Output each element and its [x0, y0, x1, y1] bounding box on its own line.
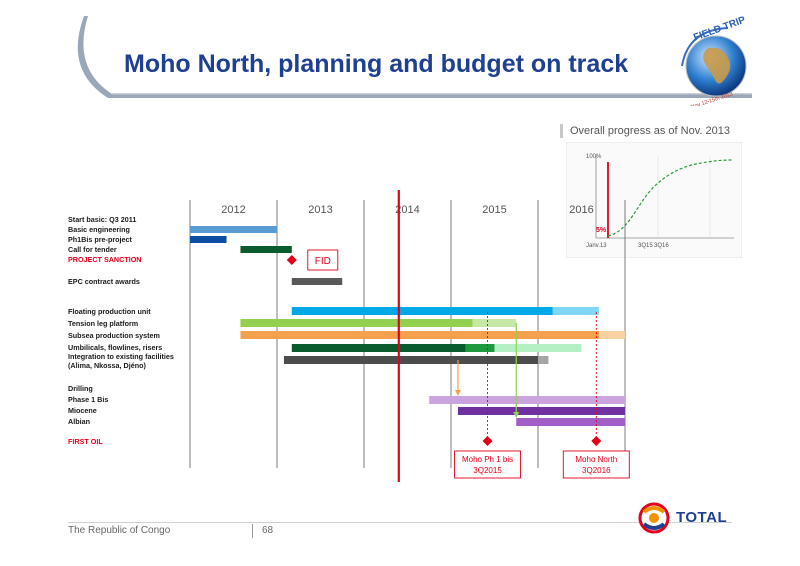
inset-y-top-label: 100% — [586, 154, 602, 160]
title-swoosh — [77, 16, 752, 98]
field-trip-globe-icon: FIELD TRIP Nov 12-15th 2013 — [681, 16, 747, 106]
gantt-bar — [552, 307, 599, 315]
gantt-bar — [283, 356, 538, 364]
inset-x-label-1: 3Q15 — [638, 243, 653, 249]
row-label: Basic engineering — [68, 225, 130, 234]
row-label: Miocene — [68, 406, 97, 415]
milestone-diamond — [482, 436, 493, 446]
year-label: 2013 — [308, 204, 332, 216]
progress-inset-chart: 100% 5% Janv.13 3Q15 3Q16 — [566, 142, 742, 258]
year-label: 2012 — [221, 204, 245, 216]
progress-label: Overall progress as of Nov. 2013 — [570, 125, 730, 137]
gantt-bar — [472, 319, 517, 327]
gantt-bar — [465, 344, 495, 352]
page-number: 68 — [262, 525, 274, 536]
year-label: 2014 — [395, 204, 419, 216]
milestone-date: 3Q2016 — [582, 466, 611, 475]
row-label: Umbilicals, flowlines, risers — [68, 343, 163, 352]
inset-x-label-2: 3Q16 — [654, 243, 669, 249]
gantt-bar — [291, 307, 553, 315]
row-label: Tension leg platform — [68, 319, 139, 328]
footer-separator — [252, 524, 253, 538]
row-label: Drilling — [68, 384, 93, 393]
milestone-box — [562, 450, 630, 479]
gantt-bar — [190, 236, 227, 243]
arrow-head — [513, 412, 520, 418]
progress-label-marker — [560, 124, 563, 138]
gantt-bar — [457, 407, 625, 415]
gantt-bar — [291, 344, 466, 352]
milestone-diamond — [591, 436, 602, 446]
fid-label: FID — [315, 256, 331, 267]
row-label: Ph1Bis pre-project — [68, 235, 132, 244]
row-label: Subsea production system — [68, 331, 160, 340]
milestone-label: Moho North — [575, 455, 617, 464]
gantt-bar — [190, 226, 277, 233]
row-label: PROJECT SANCTION — [68, 255, 142, 264]
gantt-bar — [538, 356, 549, 364]
row-label: Call for tender — [68, 245, 117, 254]
total-logo-text: TOTAL — [676, 509, 728, 526]
row-label: FIRST OIL — [68, 437, 103, 446]
milestone-label: Moho Ph 1 bis — [462, 455, 513, 464]
milestone-date: 3Q2015 — [473, 466, 502, 475]
gantt-bar — [240, 319, 473, 327]
row-label: Albian — [68, 417, 90, 426]
fid-diamond — [286, 255, 297, 265]
gantt-bar — [240, 246, 292, 253]
footer-country: The Republic of Congo — [68, 525, 171, 536]
milestone-box — [454, 450, 521, 479]
fid-box — [307, 249, 339, 271]
year-label: 2015 — [482, 204, 506, 216]
inset-current-label: 5% — [596, 227, 607, 234]
gantt-bar — [429, 396, 625, 404]
row-label: (Alima, Nkossa, Djéno) — [68, 361, 146, 370]
row-label: Floating production unit — [68, 307, 151, 316]
gantt-bar — [240, 331, 625, 339]
inset-x-label-0: Janv.13 — [586, 243, 607, 249]
footer-rule — [68, 522, 732, 523]
total-logo-icon — [638, 502, 670, 534]
gantt-bar — [494, 344, 582, 352]
gantt-bar — [598, 331, 625, 339]
row-label: EPC contract awards — [68, 277, 140, 286]
row-label: Start basic: Q3 2011 — [68, 215, 137, 224]
page-title: Moho North, planning and budget on track — [124, 50, 629, 78]
gantt-bar — [291, 278, 343, 285]
arrow-head — [454, 390, 461, 396]
row-label: Integration to existing facilities — [68, 352, 174, 361]
gantt-bar — [516, 418, 625, 426]
row-label: Phase 1 Bis — [68, 395, 109, 404]
year-label: 2016 — [569, 204, 593, 216]
